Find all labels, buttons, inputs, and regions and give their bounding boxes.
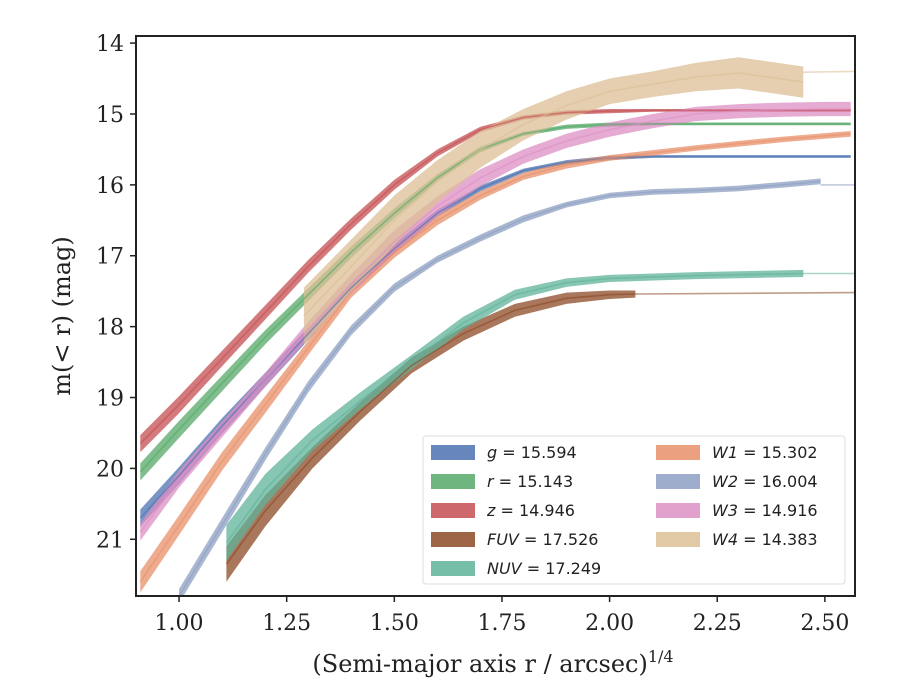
y-tick-label: 20 [96, 457, 124, 482]
legend-label-z: z = 14.946 [486, 501, 575, 520]
y-axis-ticks: 14 15 16 17 18 19 20 21 [96, 32, 136, 553]
x-tick-label: 1.50 [370, 611, 419, 636]
y-tick-label: 19 [96, 387, 124, 412]
legend-label-fuv: FUV = 17.526 [487, 530, 598, 549]
legend-swatch-z [431, 503, 475, 518]
legend-label-g: g = 15.594 [487, 443, 577, 462]
y-tick-label: 15 [96, 103, 124, 128]
series-w2-line [178, 180, 821, 596]
legend-swatch-w1 [656, 445, 700, 460]
y-tick-label: 21 [96, 528, 124, 553]
y-tick-label: 16 [96, 174, 124, 199]
x-tick-label: 2.50 [800, 611, 849, 636]
x-tick-label: 1.75 [477, 611, 526, 636]
legend-swatch-w4 [656, 532, 700, 547]
y-tick-label: 17 [96, 245, 124, 270]
legend-label-w4: W4 = 14.383 [712, 530, 818, 549]
x-axis-label-exponent: 1/4 [648, 647, 674, 666]
plot-frame [135, 35, 856, 597]
x-axis-label: (Semi-major axis r / arcsec)1/4 [312, 647, 673, 678]
series-nuv-line [225, 272, 804, 544]
x-tick-label: 2.25 [693, 611, 742, 636]
series-z-line [139, 109, 851, 445]
legend-swatch-fuv [431, 532, 475, 547]
legend-label-w3: W3 = 14.916 [712, 501, 818, 520]
legend-label-r: r = 15.143 [487, 472, 573, 491]
legend-swatch-w3 [656, 503, 700, 518]
legend-label-w1: W1 = 15.302 [712, 443, 818, 462]
series-lines [139, 70, 855, 596]
legend-label-nuv: NUV = 17.249 [487, 559, 601, 578]
x-axis-label-main: (Semi-major axis r / arcsec) [312, 650, 647, 678]
legend-swatch-w2 [656, 474, 700, 489]
series-w1-line [139, 133, 851, 583]
y-tick-label: 14 [96, 32, 124, 57]
series-w3-line [139, 108, 851, 533]
legend-frame [422, 435, 846, 585]
x-axis-ticks: 1.00 1.25 1.50 1.75 2.00 2.25 2.50 [155, 596, 849, 636]
series-fuv-line [225, 293, 636, 565]
legend: g = 15.594 r = 15.143 z = 14.946 FUV = 17.5… [422, 435, 846, 585]
legend-swatch-g [431, 445, 475, 460]
legend-swatch-nuv [431, 561, 475, 576]
y-axis-label: m(< r) (mag) [48, 236, 76, 395]
x-tick-label: 1.25 [262, 611, 311, 636]
x-tick-label: 1.00 [155, 611, 204, 636]
legend-label-w2: W2 = 16.004 [712, 472, 818, 491]
series-fuv-extension [635, 291, 855, 295]
x-tick-label: 2.00 [585, 611, 634, 636]
legend-swatch-r [431, 474, 475, 489]
series-w4-extension [803, 70, 855, 73]
y-tick-label: 18 [96, 316, 124, 341]
series-w4-line [303, 72, 804, 317]
